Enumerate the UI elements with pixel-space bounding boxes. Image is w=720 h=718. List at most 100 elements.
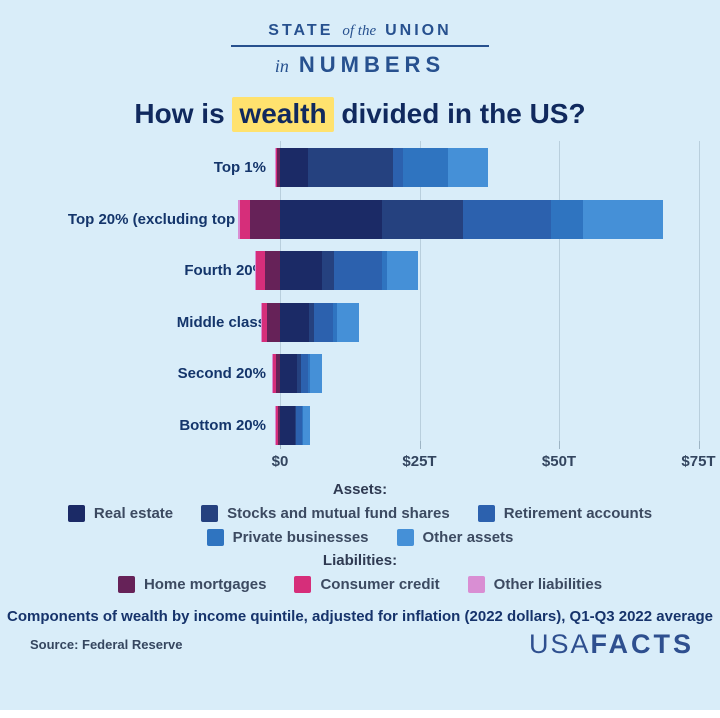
logo-word-state: STATE xyxy=(268,22,334,39)
logo-word-numbers: NUMBERS xyxy=(298,52,446,77)
category-label: Top 20% (excluding top 1%) xyxy=(67,210,266,228)
x-axis-label-$50T: $50T xyxy=(541,453,577,470)
footer: Source: Federal Reserve USA FACTS xyxy=(0,629,720,660)
legend-heading-liabilities: Liabilities: xyxy=(322,552,398,569)
legend-swatch-icon xyxy=(206,529,224,546)
chart-footnote: Components of wealth by income quintile,… xyxy=(7,608,713,625)
legend-label: Other assets xyxy=(422,529,514,546)
bar-segment-home-mortgages xyxy=(264,251,280,291)
bar-segment-other-liabilities xyxy=(274,148,276,187)
bar-segment-other-liabilities xyxy=(254,251,256,291)
bar-segment-retirement-accounts xyxy=(392,148,403,187)
bar-segment-other-assets xyxy=(336,302,359,342)
usafacts-logo-facts: FACTS xyxy=(590,629,694,659)
bar-segment-consumer-credit xyxy=(275,148,277,187)
bar-segment-consumer-credit xyxy=(275,406,278,445)
bar-segment-private-businesses xyxy=(301,406,304,445)
bar-segment-other-assets xyxy=(303,406,311,445)
legend-label: Home mortgages xyxy=(143,576,267,593)
title-highlight-wealth: wealth xyxy=(232,97,334,132)
usafacts-logo-usa: USA xyxy=(528,629,591,659)
legend-label: Other liabilities xyxy=(493,576,603,593)
category-label: Fourth 20% xyxy=(184,262,266,280)
bar-segment-private-businesses xyxy=(333,302,337,342)
legend-swatch-icon xyxy=(477,505,495,522)
bar-segment-other-assets xyxy=(447,148,489,187)
legend-item-consumer-credit: Consumer credit xyxy=(294,576,440,593)
legend-swatch-icon xyxy=(117,576,135,593)
bottom-white-strip xyxy=(0,710,720,718)
bar-segment-other-liabilities xyxy=(260,302,262,342)
legend-label: Stocks and mutual fund shares xyxy=(227,505,450,522)
legend-label: Private businesses xyxy=(232,529,369,546)
bar-segment-real-estate xyxy=(280,406,295,445)
legend-item-stocks-and-mutual-fund-shares: Stocks and mutual fund shares xyxy=(201,505,450,522)
legend-row: Real estate Stocks and mutual fund shares… xyxy=(0,505,720,522)
page-title: How is wealth divided in the US? xyxy=(0,95,720,133)
usafacts-logo: USA FACTS xyxy=(529,629,694,660)
bar-segment-real-estate xyxy=(280,302,310,342)
title-prefix: How is xyxy=(134,98,233,129)
category-label: Middle class xyxy=(176,313,266,331)
legend-label: Consumer credit xyxy=(320,576,440,593)
bar-segment-private-businesses xyxy=(307,354,311,394)
legend-swatch-icon xyxy=(396,529,414,546)
tick-mark-$25T xyxy=(419,441,421,449)
legend-heading-assets: Assets: xyxy=(332,481,388,498)
logo-line1: STATE of the UNION xyxy=(0,22,720,40)
bar-segment-home-mortgages xyxy=(276,354,280,394)
bar-segment-stocks-and-mutual-fund-shares xyxy=(321,251,334,291)
chart-legend: Assets: Real estate Stocks and mutual fund… xyxy=(0,481,720,593)
tick-mark-$50T xyxy=(559,441,560,449)
legend-swatch-icon xyxy=(201,505,219,522)
title-suffix: divided in the US? xyxy=(333,98,586,129)
bar-segment-other-liabilities xyxy=(271,354,273,394)
bar-segment-home-mortgages xyxy=(277,406,280,445)
bar-segment-retirement-accounts xyxy=(314,302,333,342)
logo-line2: in NUMBERS xyxy=(0,52,720,78)
tick-mark-$75T xyxy=(698,441,700,449)
bar-segment-stocks-and-mutual-fund-shares xyxy=(309,302,315,342)
category-label: Second 20% xyxy=(177,365,266,383)
gridline-$25T xyxy=(419,141,421,441)
legend-row: Private businesses Other assets xyxy=(0,529,720,546)
bar-segment-private-businesses xyxy=(381,251,388,291)
gridline-$50T xyxy=(559,141,560,441)
bar-segment-stocks-and-mutual-fund-shares xyxy=(307,148,393,187)
legend-swatch-icon xyxy=(294,576,312,593)
bar-segment-consumer-credit xyxy=(272,354,277,394)
category-label: Bottom 20% xyxy=(179,417,266,434)
bar-segment-retirement-accounts xyxy=(296,406,302,445)
logo-word-in: in xyxy=(274,56,289,76)
bar-segment-other-assets xyxy=(387,251,419,291)
bar-segment-home-mortgages xyxy=(276,148,280,187)
bar-segment-retirement-accounts xyxy=(300,354,308,394)
bar-segment-other-assets xyxy=(310,354,322,394)
logo-word-of-the: of the xyxy=(342,23,377,39)
gridline-$75T xyxy=(698,141,700,441)
x-axis-label-$25T: $25T xyxy=(402,453,437,470)
legend-item-home-mortgages: Home mortgages xyxy=(117,576,267,593)
logo-divider-line xyxy=(231,45,489,47)
bar-segment-consumer-credit xyxy=(256,251,265,291)
bar-segment-stocks-and-mutual-fund-shares xyxy=(296,354,301,394)
wealth-stacked-bar-chart: $0 $25T $50T $75T Top 1% Top 20% (excluding t… xyxy=(0,141,720,475)
bar-segment-retirement-accounts xyxy=(463,199,552,239)
legend-row: Home mortgages Consumer credit Other liabi… xyxy=(0,576,720,593)
x-axis-label-$0: $0 xyxy=(271,453,289,470)
legend-swatch-icon xyxy=(467,576,485,593)
legend-item-retirement-accounts: Retirement accounts xyxy=(477,505,653,522)
bar-segment-real-estate xyxy=(280,199,382,239)
bar-segment-real-estate xyxy=(280,251,322,291)
gridline-$0 xyxy=(280,141,281,441)
bar-segment-consumer-credit xyxy=(261,302,268,342)
bar-segment-real-estate xyxy=(280,148,308,187)
legend-label: Retirement accounts xyxy=(503,505,653,522)
logo-word-union: UNION xyxy=(385,22,452,39)
legend-item-real-estate: Real estate xyxy=(67,505,173,522)
bar-segment-other-assets xyxy=(582,199,663,239)
legend-swatch-icon xyxy=(67,505,85,522)
bar-segment-stocks-and-mutual-fund-shares xyxy=(381,199,463,239)
bar-segment-private-businesses xyxy=(551,199,583,239)
